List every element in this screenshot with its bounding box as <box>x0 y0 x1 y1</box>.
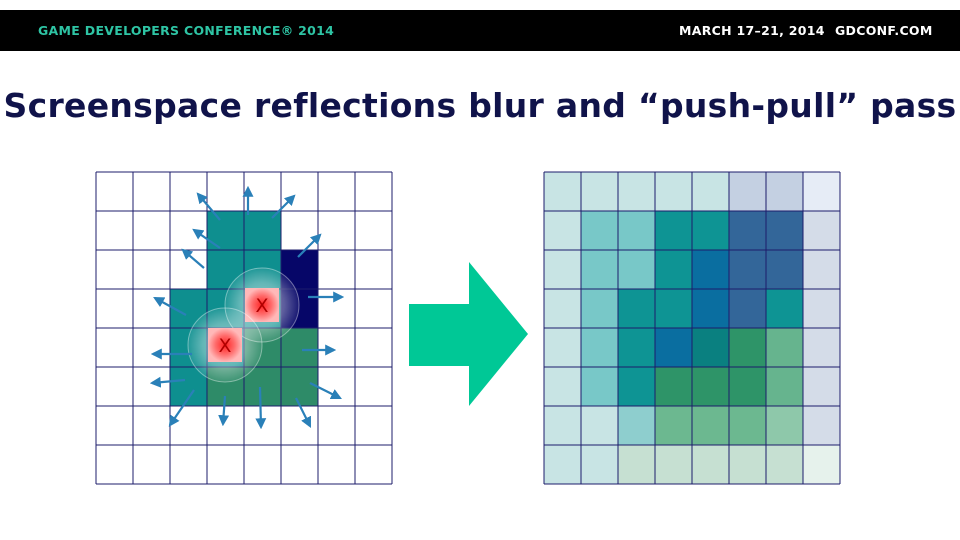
sample-glows: XX <box>187 267 300 383</box>
right-grid-cell <box>581 406 619 446</box>
left-grid-cell <box>244 211 282 251</box>
spread-arrow <box>255 386 267 430</box>
conference-name: GAME DEVELOPERS CONFERENCE® 2014 <box>38 23 335 38</box>
right-grid-cell <box>581 250 619 290</box>
spread-arrow <box>168 389 195 427</box>
right-grid-cell <box>618 445 656 485</box>
right-grid-cell <box>618 211 656 251</box>
right-grid-cell <box>618 289 656 329</box>
right-grid-cell <box>729 445 767 485</box>
right-grid-cell <box>655 445 693 485</box>
conference-website: GDCONF.COM <box>835 23 933 38</box>
right-grid-cell <box>692 211 730 251</box>
sample-pixel <box>245 288 279 322</box>
right-grid-cell <box>692 367 730 407</box>
slide-title: Screenspace reflections blur and “push-p… <box>3 86 957 125</box>
right-grid-cell <box>544 445 582 485</box>
right-grid-cell <box>692 250 730 290</box>
right-grid-cell <box>729 406 767 446</box>
right-grid-cell <box>766 250 804 290</box>
right-grid-cell <box>766 211 804 251</box>
right-grid-cell <box>803 328 841 368</box>
right-grid-cell <box>581 172 619 212</box>
spread-arrow <box>196 192 221 221</box>
right-grid-cell <box>729 328 767 368</box>
conference-dates: MARCH 17–21, 2014 <box>679 23 825 38</box>
right-grid-cell <box>766 406 804 446</box>
spread-arrow <box>218 395 230 427</box>
right-grid-cell <box>581 289 619 329</box>
right-grid-cell <box>729 211 767 251</box>
right-grid-cell <box>655 406 693 446</box>
right-grid-lines <box>543 171 841 485</box>
right-grid-cell <box>581 367 619 407</box>
right-grid-cell <box>655 172 693 212</box>
right-grid-cell <box>618 328 656 368</box>
left-grid-cell <box>281 367 319 407</box>
right-grid-cell <box>581 211 619 251</box>
sample-marker: X <box>218 335 231 357</box>
right-grid-cell <box>544 367 582 407</box>
right-grid-cell <box>692 406 730 446</box>
right-grid-cell <box>618 367 656 407</box>
right-grid-cell <box>692 445 730 485</box>
right-grid-cell <box>766 328 804 368</box>
right-grid-cell <box>766 289 804 329</box>
right-grid-cell <box>803 250 841 290</box>
right-grid-cell <box>766 445 804 485</box>
right-arrow-icon <box>409 262 528 406</box>
right-grid-cell <box>655 328 693 368</box>
right-grid-cell <box>803 445 841 485</box>
spread-arrow <box>153 296 187 316</box>
right-grid-cell <box>766 367 804 407</box>
right-grid-cell <box>655 289 693 329</box>
right-grid-cell <box>618 406 656 446</box>
right-grid-cell <box>655 250 693 290</box>
right-grid-cell <box>803 406 841 446</box>
spread-arrows <box>149 185 345 430</box>
right-grid-cell <box>581 445 619 485</box>
right-grid-cell <box>544 211 582 251</box>
right-grid-cell <box>766 172 804 212</box>
right-grid-cell <box>655 211 693 251</box>
right-grid-cell <box>692 328 730 368</box>
header-bar: GAME DEVELOPERS CONFERENCE® 2014 MARCH 1… <box>0 10 960 51</box>
right-grid-cell <box>729 289 767 329</box>
right-grid-cell <box>729 250 767 290</box>
left-grid-cell <box>281 328 319 368</box>
right-grid-cell <box>803 172 841 212</box>
left-grid-cell <box>244 367 282 407</box>
sample-pixel <box>208 328 242 362</box>
right-grid-cell <box>729 367 767 407</box>
spread-arrow <box>192 228 221 249</box>
left-grid-cell <box>170 367 208 407</box>
right-grid-cell <box>618 250 656 290</box>
right-grid-cell <box>544 406 582 446</box>
right-grid-cell <box>544 328 582 368</box>
right-grid-cell <box>803 289 841 329</box>
spread-arrow <box>181 248 205 269</box>
right-grid-cell <box>544 289 582 329</box>
right-grid-cell <box>581 328 619 368</box>
right-grid-cell <box>544 172 582 212</box>
right-grid-cell <box>803 211 841 251</box>
right-grid-cells <box>544 172 841 485</box>
right-grid-cell <box>655 367 693 407</box>
left-grid-cell <box>207 211 245 251</box>
right-grid-cell <box>618 172 656 212</box>
sample-marker: X <box>255 295 268 317</box>
right-grid-cell <box>729 172 767 212</box>
spread-arrow <box>149 376 186 388</box>
spread-arrow <box>271 194 296 219</box>
spread-arrow <box>309 382 342 399</box>
spread-arrow <box>297 233 322 258</box>
right-grid-cell <box>692 289 730 329</box>
right-grid-cell <box>803 367 841 407</box>
right-grid-cell <box>544 250 582 290</box>
spread-arrow <box>295 397 311 428</box>
right-grid-cell <box>692 172 730 212</box>
